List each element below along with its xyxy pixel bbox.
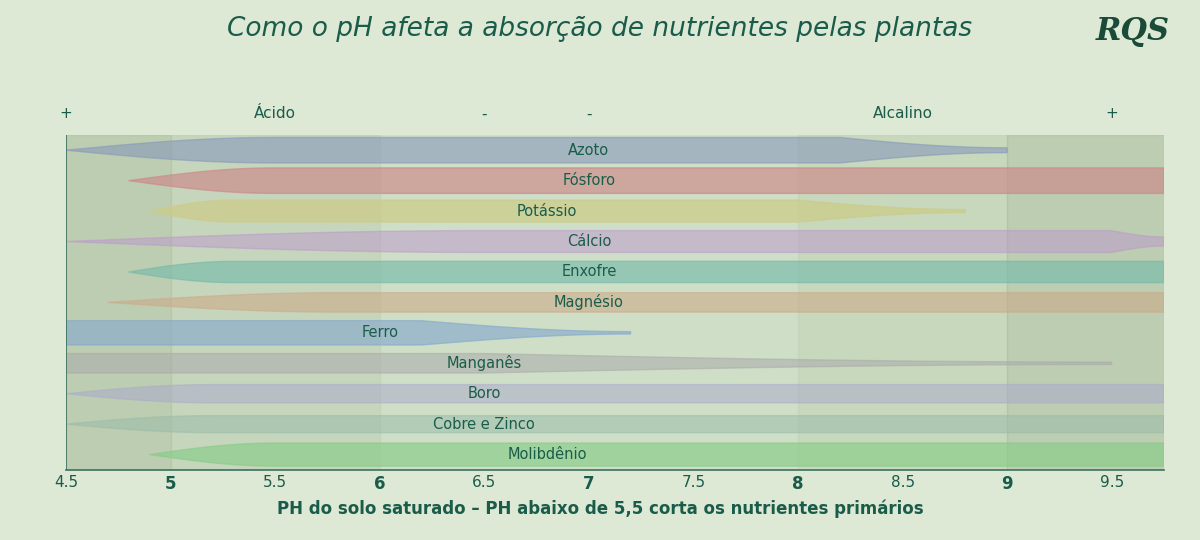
Text: Azoto: Azoto: [569, 143, 610, 158]
Text: Alcalino: Alcalino: [872, 106, 932, 122]
Text: Boro: Boro: [468, 386, 500, 401]
Polygon shape: [66, 138, 1007, 163]
Bar: [1007, 135, 1164, 470]
Polygon shape: [66, 354, 1111, 373]
Text: Manganês: Manganês: [446, 355, 522, 372]
Polygon shape: [128, 261, 1164, 282]
Text: Fósforo: Fósforo: [563, 173, 616, 188]
Polygon shape: [66, 231, 1164, 253]
Text: Ácido: Ácido: [254, 106, 296, 122]
Text: -: -: [481, 106, 487, 122]
Polygon shape: [108, 293, 1164, 312]
Bar: [170, 135, 379, 470]
Polygon shape: [66, 384, 1164, 403]
Text: +: +: [1105, 106, 1118, 122]
Polygon shape: [128, 168, 1164, 193]
Text: RQS: RQS: [1096, 16, 1170, 47]
Text: Magnésio: Magnésio: [554, 294, 624, 310]
Polygon shape: [66, 416, 1164, 433]
Polygon shape: [150, 443, 1164, 466]
Text: Cobre e Zinco: Cobre e Zinco: [433, 417, 535, 431]
Polygon shape: [66, 321, 631, 345]
Text: Enxofre: Enxofre: [562, 265, 617, 280]
Text: -: -: [586, 106, 592, 122]
Text: +: +: [60, 106, 72, 122]
Text: PH do solo saturado – PH abaixo de 5,5 corta os nutrientes primários: PH do solo saturado – PH abaixo de 5,5 c…: [277, 500, 923, 518]
Bar: [798, 135, 1007, 470]
Text: Cálcio: Cálcio: [566, 234, 611, 249]
Text: Ferro: Ferro: [361, 325, 398, 340]
Text: Molibdênio: Molibdênio: [508, 447, 587, 462]
Polygon shape: [150, 200, 965, 222]
Text: Potássio: Potássio: [517, 204, 577, 219]
Text: Como o pH afeta a absorção de nutrientes pelas plantas: Como o pH afeta a absorção de nutrientes…: [228, 16, 972, 42]
Bar: [66, 135, 170, 470]
